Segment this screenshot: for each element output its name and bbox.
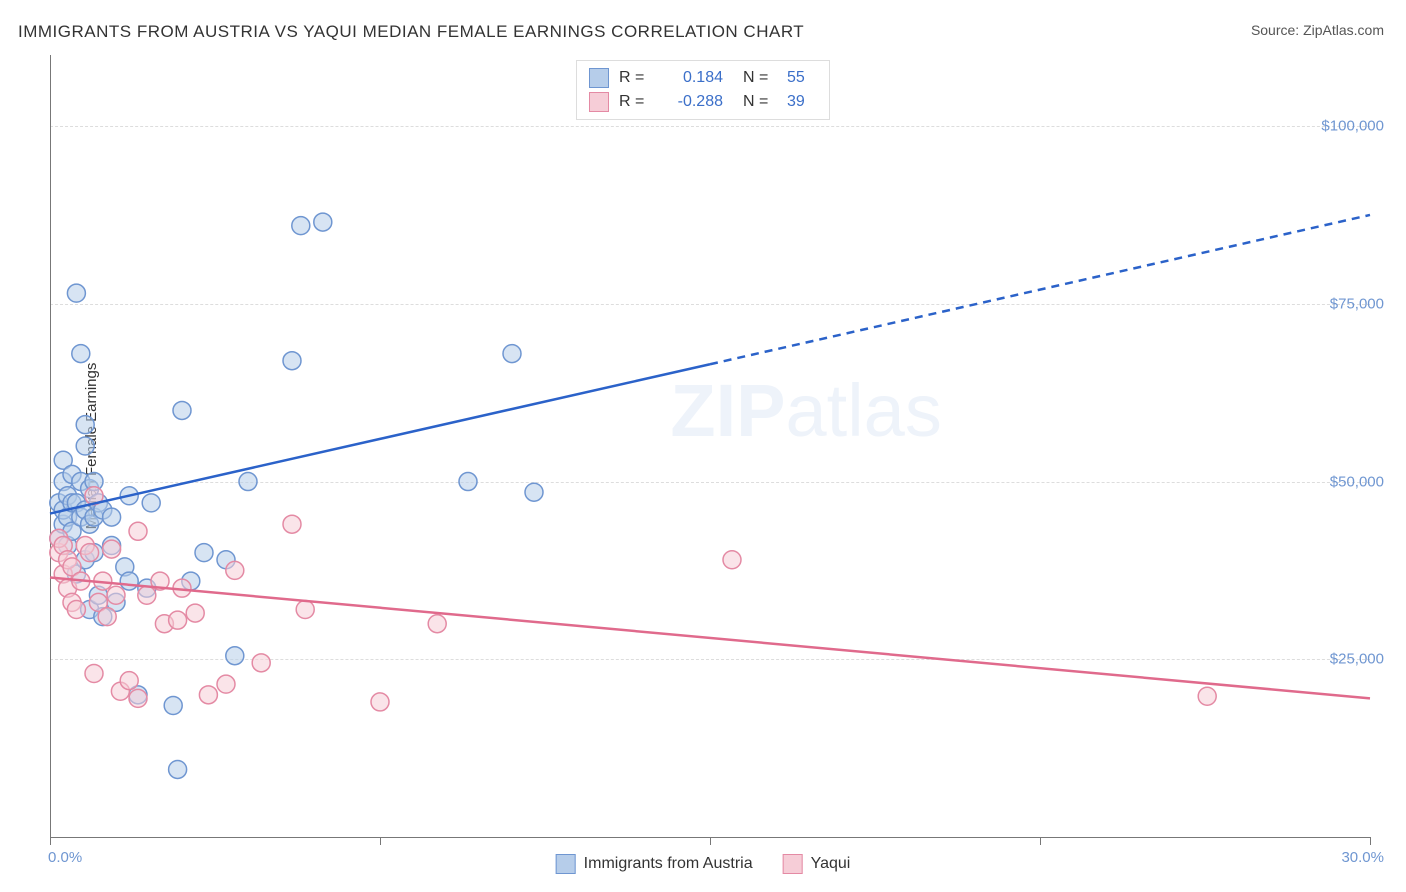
scatter-point [142,494,160,512]
scatter-point [173,401,191,419]
legend-label-austria: Immigrants from Austria [584,855,753,873]
trend-line-solid [50,364,710,513]
source-prefix: Source: [1251,22,1303,38]
scatter-series-yaqui [50,487,1216,711]
scatter-point [292,217,310,235]
scatter-point [283,515,301,533]
r-value-austria: 0.184 [663,69,723,87]
x-tick-label-left: 0.0% [48,849,82,866]
n-value-yaqui: 39 [787,93,817,111]
chart-title: IMMIGRANTS FROM AUSTRIA VS YAQUI MEDIAN … [18,22,804,42]
scatter-point [164,696,182,714]
legend-item-yaqui: Yaqui [783,854,851,874]
scatter-point [239,473,257,491]
swatch-yaqui [589,92,609,112]
scatter-point [186,604,204,622]
scatter-point [503,345,521,363]
scatter-point [120,572,138,590]
scatter-point [723,551,741,569]
scatter-point [428,615,446,633]
legend-row-austria: R = 0.184 N = 55 [589,66,817,90]
r-value-yaqui: -0.288 [663,93,723,111]
swatch-austria [556,854,576,874]
scatter-point [67,284,85,302]
scatter-point [81,544,99,562]
x-tick-mark [380,837,381,845]
scatter-point [120,672,138,690]
scatter-point [103,508,121,526]
scatter-point [525,483,543,501]
scatter-point [138,586,156,604]
legend-item-austria: Immigrants from Austria [556,854,753,874]
x-tick-mark [710,837,711,845]
trend-line-dashed [710,215,1370,364]
scatter-point [314,213,332,231]
scatter-point [107,586,125,604]
trend-line-yaqui [50,578,1370,699]
trend-line-solid [50,578,1370,699]
legend-row-yaqui: R = -0.288 N = 39 [589,90,817,114]
r-label: R = [619,93,653,111]
scatter-point [283,352,301,370]
scatter-point [226,647,244,665]
n-label: N = [743,69,777,87]
chart-svg [50,55,1370,837]
scatter-point [72,345,90,363]
source-link[interactable]: ZipAtlas.com [1303,22,1384,38]
x-tick-mark [1370,837,1371,845]
n-label: N = [743,93,777,111]
r-label: R = [619,69,653,87]
scatter-point [459,473,477,491]
scatter-point [85,664,103,682]
scatter-point [296,601,314,619]
x-tick-mark [50,837,51,845]
scatter-point [103,540,121,558]
scatter-point [129,689,147,707]
scatter-point [371,693,389,711]
scatter-point [199,686,217,704]
legend-label-yaqui: Yaqui [811,855,851,873]
scatter-point [252,654,270,672]
source-attribution: Source: ZipAtlas.com [1251,22,1384,38]
scatter-point [217,675,235,693]
scatter-point [98,608,116,626]
trend-line-austria [50,215,1370,514]
correlation-legend: R = 0.184 N = 55 R = -0.288 N = 39 [576,60,830,120]
swatch-austria [589,68,609,88]
x-tick-mark [1040,837,1041,845]
scatter-point [195,544,213,562]
scatter-point [1198,687,1216,705]
x-tick-label-right: 30.0% [1341,849,1384,866]
series-legend: Immigrants from Austria Yaqui [556,854,851,874]
scatter-point [169,760,187,778]
swatch-yaqui [783,854,803,874]
scatter-point [76,416,94,434]
scatter-point [169,611,187,629]
scatter-point [67,601,85,619]
scatter-point [76,437,94,455]
scatter-point [129,522,147,540]
n-value-austria: 55 [787,69,817,87]
scatter-point [226,561,244,579]
